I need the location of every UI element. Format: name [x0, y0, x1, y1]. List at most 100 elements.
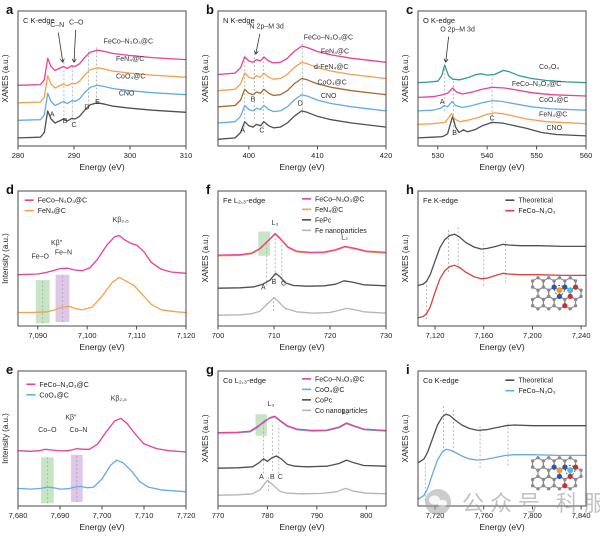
in-plot-title: Fe K-edge — [423, 196, 458, 205]
y-axis-label: XANES (a.u.) — [201, 414, 210, 462]
carbon-atom — [530, 459, 535, 463]
annotation-arrowhead — [71, 58, 75, 63]
carbon-atom — [579, 468, 583, 472]
annotation-label: FeN₄@C — [539, 111, 567, 118]
x-tick-label: 410 — [311, 151, 324, 160]
legend-label: Theoretical — [518, 378, 553, 385]
x-tick-label: 800 — [360, 511, 373, 520]
shaded-band — [41, 457, 54, 504]
spectrum-curve — [17, 234, 187, 276]
x-tick-label: 7,680 — [9, 511, 28, 520]
carbon-atom — [579, 474, 583, 479]
x-tick-label: 300 — [124, 151, 137, 160]
spectrum-curve — [217, 232, 387, 256]
x-tick-label: 7,200 — [523, 331, 542, 340]
axes-frame — [17, 10, 187, 147]
annotation-label: E — [95, 99, 100, 106]
annotation-label: Kβ″ — [65, 415, 77, 422]
x-tick-label: 7,710 — [135, 511, 154, 520]
x-tick-label: 7,090 — [28, 331, 47, 340]
co-kbeta-xes-plot: 7,680 7,690 7,700 7,710 7,720 Energy (eV) Inte… — [1, 370, 195, 532]
carbon-atom — [530, 465, 535, 469]
carbon-atom — [579, 294, 583, 299]
annotation-arrowhead — [59, 58, 64, 63]
spectrum-curve — [217, 233, 387, 257]
oxygen-atom — [572, 464, 579, 470]
spectrum-curve — [17, 67, 187, 104]
carbon-atom — [557, 487, 562, 491]
annotation-label: A — [259, 474, 264, 481]
annotation-arrowhead — [255, 50, 259, 55]
annotation-label: C — [490, 115, 495, 122]
carbon-atom — [536, 276, 540, 280]
panel-letter-f: f — [206, 182, 211, 197]
annotation-label: Kβ₂,₅ — [111, 396, 127, 403]
y-axis-label: XANES (a.u.) — [1, 54, 10, 102]
molecule-inset — [530, 276, 583, 311]
carbon-atom — [530, 477, 535, 482]
spectrum-curve — [417, 115, 587, 139]
panel-letter-e: e — [6, 362, 14, 377]
axes-frame — [417, 10, 587, 147]
in-plot-title: C K-edge — [23, 16, 55, 25]
active-site-circle — [564, 464, 576, 476]
nitrogen-atom — [556, 473, 563, 479]
x-tick-label: 730 — [380, 331, 393, 340]
x-axis-label: Energy (eV) — [479, 522, 525, 532]
x-tick-label: 770 — [212, 511, 225, 520]
nitrogen-atom — [551, 284, 557, 290]
axes-frame — [217, 10, 387, 147]
fe-l-edge-plot: 700 710 720 730 Energy (eV) XANES (a.u.) Fe L₂… — [201, 190, 393, 352]
legend-label: Theoretical — [518, 198, 553, 205]
shaded-band — [55, 274, 70, 322]
annotation-label: CNO — [546, 125, 562, 132]
x-tick-label: 7,720 — [426, 511, 445, 520]
molecule-inset — [530, 456, 583, 491]
carbon-atom — [573, 484, 578, 488]
annotation-label: D — [298, 101, 303, 108]
carbon-atom — [536, 487, 540, 491]
x-tick-label: 7,760 — [474, 511, 493, 520]
carbon-atom — [573, 459, 578, 463]
x-tick-label: 780 — [261, 511, 274, 520]
x-axis-label: Energy (eV) — [479, 162, 525, 172]
x-tick-label: 710 — [268, 331, 281, 340]
carbon-atom — [568, 307, 572, 311]
annotation-label: C–O — [69, 20, 84, 27]
carbon-atom — [547, 456, 551, 460]
active-site-circle — [554, 284, 565, 296]
annotation-label: CoO₄@C — [116, 74, 145, 81]
annotation-arrowhead — [443, 58, 447, 63]
carbon-atom — [573, 279, 578, 283]
annotation-label: Kβ″ — [51, 240, 63, 247]
carbon-atom — [568, 276, 572, 280]
annotation-arrowhead — [62, 58, 65, 63]
in-plot-title: Co L₂,₃-edge — [223, 376, 266, 385]
carbon-atom — [568, 456, 572, 460]
y-axis-label: XANES (a.u.) — [401, 54, 410, 102]
annotation-label: L₃ — [267, 401, 274, 408]
y-axis-label: XANES (a.u.) — [401, 234, 410, 282]
annotation-label: A — [50, 111, 55, 118]
carbon-atom — [547, 487, 551, 491]
spectrum-curve — [217, 297, 387, 316]
x-tick-label: 280 — [12, 151, 25, 160]
legend-label: FeCo–N₃O₃@C — [38, 198, 87, 205]
iron-atom — [556, 467, 563, 474]
annotation-label: FeN₄@C — [116, 56, 144, 63]
x-tick-label: 7,120 — [177, 331, 196, 340]
spectrum-curve — [217, 77, 387, 108]
annotation-label: L₂ — [342, 409, 349, 416]
x-tick-label: 420 — [380, 151, 393, 160]
x-axis-label: Energy (eV) — [479, 342, 525, 352]
shaded-band — [70, 454, 83, 502]
annotation-label: B — [272, 279, 277, 286]
carbon-atom — [547, 307, 551, 311]
legend-label: FeCo–N₃O₃@C — [315, 376, 364, 383]
panel-f: f 700 710 720 730 Energy (eV) XANES (a.u.) Fe … — [200, 180, 400, 360]
x-axis-label: Energy (eV) — [279, 342, 325, 352]
annotation-arrow — [255, 33, 261, 55]
legend-label: Co nanoparticles — [315, 408, 368, 415]
axes-frame — [417, 370, 587, 507]
legend-label: FeN₄@C — [315, 207, 343, 214]
